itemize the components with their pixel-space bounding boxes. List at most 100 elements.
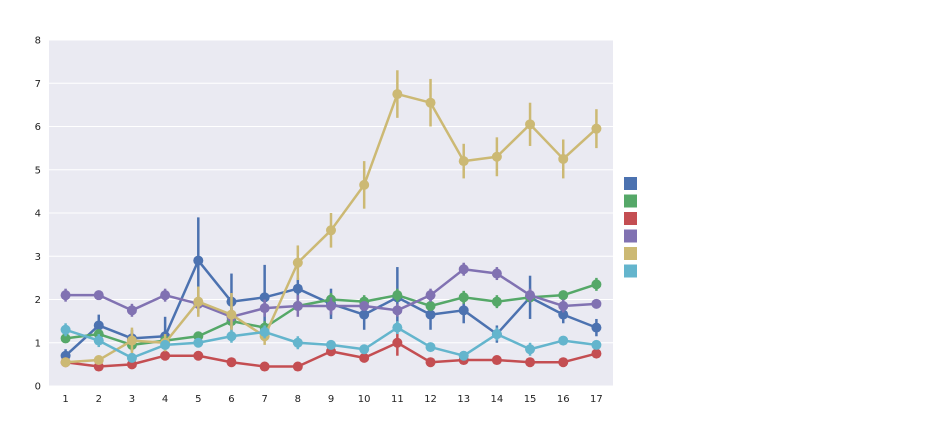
y-tick-label: 2 — [35, 295, 41, 306]
data-point — [226, 357, 237, 368]
legend-swatch — [624, 194, 637, 208]
data-point — [359, 352, 370, 363]
data-point — [425, 342, 436, 353]
data-point — [60, 333, 71, 344]
data-point — [392, 305, 403, 316]
x-tick-label: 3 — [129, 394, 135, 405]
data-point — [160, 290, 171, 301]
data-point — [60, 290, 71, 301]
x-tick-label: 2 — [96, 394, 102, 405]
data-point — [60, 324, 71, 335]
data-point — [359, 344, 370, 355]
data-point — [591, 298, 602, 309]
data-point — [93, 335, 104, 346]
data-point — [491, 355, 502, 366]
data-point — [491, 151, 502, 162]
data-point — [392, 322, 403, 333]
legend-swatch — [624, 177, 637, 190]
data-point — [292, 300, 303, 311]
x-tick-label: 12 — [424, 394, 437, 405]
x-tick-label: 6 — [228, 394, 234, 405]
x-tick-label: 8 — [295, 394, 301, 405]
data-point — [425, 357, 436, 368]
legend — [624, 177, 637, 278]
data-point — [458, 350, 469, 361]
data-point — [226, 309, 237, 320]
data-point — [458, 264, 469, 275]
data-point — [558, 153, 569, 164]
x-tick-label: 17 — [590, 394, 603, 405]
data-point — [491, 329, 502, 340]
x-axis-ticks: 1 2 3 4 5 6 7 8 9 10 11 12 13 14 15 16 17 — [62, 394, 602, 405]
data-point — [292, 337, 303, 348]
data-point — [126, 352, 137, 363]
y-tick-label: 8 — [35, 36, 41, 47]
y-axis-ticks: 0 1 2 3 4 5 6 7 8 — [35, 36, 41, 393]
y-tick-label: 1 — [35, 338, 41, 349]
data-point — [326, 225, 336, 236]
data-point — [160, 350, 171, 361]
data-point — [326, 300, 336, 311]
x-tick-label: 4 — [162, 394, 168, 405]
data-point — [126, 305, 137, 316]
data-point — [259, 303, 270, 314]
data-point — [292, 283, 303, 294]
y-tick-label: 0 — [35, 382, 41, 393]
data-point — [425, 97, 436, 108]
y-tick-label: 7 — [35, 79, 41, 90]
data-point — [558, 357, 569, 368]
legend-swatch — [624, 247, 637, 260]
data-point — [491, 296, 502, 307]
legend-swatch — [624, 212, 637, 225]
data-point — [359, 179, 370, 190]
y-tick-label: 3 — [35, 252, 41, 263]
x-tick-label: 16 — [557, 394, 570, 405]
data-point — [425, 290, 436, 301]
x-tick-label: 15 — [524, 394, 537, 405]
data-point — [525, 290, 536, 301]
data-point — [425, 300, 436, 311]
x-tick-label: 11 — [391, 394, 404, 405]
data-point — [226, 331, 237, 342]
data-point — [558, 300, 569, 311]
series-group — [60, 70, 602, 372]
data-point — [425, 309, 436, 320]
data-point — [591, 339, 602, 350]
data-point — [558, 335, 569, 346]
data-point — [259, 361, 270, 372]
data-point — [193, 296, 204, 307]
data-point — [392, 290, 403, 301]
data-point — [193, 255, 204, 266]
data-point — [591, 279, 602, 290]
data-point — [160, 339, 171, 350]
data-point — [525, 357, 536, 368]
legend-swatch — [624, 264, 637, 278]
data-point — [359, 309, 370, 320]
x-tick-label: 13 — [457, 394, 470, 405]
data-point — [93, 290, 104, 301]
y-tick-label: 6 — [35, 122, 41, 133]
x-tick-label: 14 — [491, 394, 504, 405]
data-point — [359, 300, 370, 311]
x-tick-label: 5 — [195, 394, 201, 405]
data-point — [392, 337, 403, 348]
series-6 — [60, 321, 602, 363]
data-point — [259, 326, 270, 337]
data-point — [591, 123, 602, 134]
data-point — [525, 344, 536, 355]
legend-swatch — [624, 229, 637, 243]
y-tick-label: 4 — [35, 209, 41, 220]
x-tick-label: 7 — [261, 394, 267, 405]
data-point — [558, 290, 569, 301]
data-point — [458, 305, 469, 316]
data-point — [292, 361, 303, 372]
y-tick-label: 5 — [35, 165, 41, 176]
data-point — [292, 257, 303, 268]
data-point — [93, 320, 104, 331]
data-point — [525, 119, 536, 130]
data-point — [193, 350, 204, 361]
data-point — [126, 335, 137, 346]
data-point — [458, 156, 469, 167]
x-tick-label: 1 — [62, 394, 68, 405]
